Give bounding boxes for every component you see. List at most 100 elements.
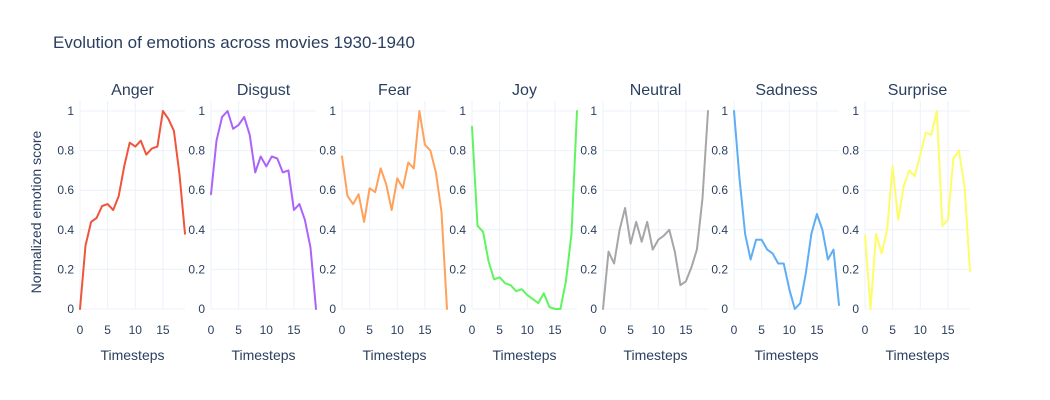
x-tick-label: 5	[889, 323, 896, 337]
x-tick-label: 10	[260, 323, 274, 337]
y-tick-label: 0.6	[188, 183, 205, 197]
y-tick-label: 0.8	[580, 144, 597, 158]
series-line-surprise	[864, 110, 971, 310]
y-tick-label: 0.8	[842, 144, 859, 158]
panel-title: Disgust	[237, 82, 291, 99]
y-tick-label: 0.4	[319, 223, 336, 237]
x-axis-title: Timesteps	[492, 347, 556, 363]
x-tick-label: 10	[783, 323, 797, 337]
y-tick-label: 1	[852, 104, 859, 118]
x-tick-label: 5	[104, 323, 111, 337]
x-tick-label: 15	[548, 323, 562, 337]
y-tick-label: 0.8	[711, 144, 728, 158]
y-tick-label: 0	[590, 302, 597, 316]
y-tick-label: 0.4	[711, 223, 728, 237]
y-tick-label: 0.2	[580, 262, 597, 276]
x-tick-label: 5	[496, 323, 503, 337]
y-tick-label: 0	[459, 302, 466, 316]
x-axis-title: Timesteps	[100, 347, 164, 363]
x-tick-label: 0	[208, 323, 215, 337]
x-axis-title: Timesteps	[754, 347, 818, 363]
x-tick-label: 15	[156, 323, 170, 337]
x-axis-title: Timesteps	[231, 347, 295, 363]
y-tick-label: 0	[198, 302, 205, 316]
y-tick-label: 0.6	[57, 183, 74, 197]
series-line-disgust	[210, 110, 317, 310]
y-tick-label: 1	[459, 104, 466, 118]
x-tick-label: 10	[129, 323, 143, 337]
y-axis-title: Normalized emotion score	[28, 130, 44, 293]
y-tick-label: 1	[329, 104, 336, 118]
panel-title: Surprise	[888, 82, 948, 99]
x-axis-title: Timesteps	[623, 347, 687, 363]
y-tick-label: 1	[198, 104, 205, 118]
y-tick-label: 0	[721, 302, 728, 316]
x-axis-title: Timesteps	[885, 347, 949, 363]
y-tick-label: 1	[67, 104, 74, 118]
x-tick-label: 0	[862, 323, 869, 337]
panel-title: Anger	[111, 82, 154, 99]
series-line-neutral	[602, 110, 709, 310]
y-tick-label: 0.6	[842, 183, 859, 197]
series-line-fear	[341, 110, 448, 310]
x-tick-label: 15	[679, 323, 693, 337]
y-tick-label: 0.4	[842, 223, 859, 237]
y-tick-label: 0.2	[449, 262, 466, 276]
y-tick-label: 0.2	[57, 262, 74, 276]
x-tick-label: 10	[521, 323, 535, 337]
x-axis-title: Timesteps	[362, 347, 426, 363]
y-tick-label: 0.4	[449, 223, 466, 237]
y-tick-label: 1	[590, 104, 597, 118]
x-tick-label: 5	[627, 323, 634, 337]
x-tick-label: 15	[941, 323, 955, 337]
y-tick-label: 0	[852, 302, 859, 316]
x-tick-label: 5	[758, 323, 765, 337]
y-tick-label: 0.8	[57, 144, 74, 158]
y-tick-label: 0.8	[449, 144, 466, 158]
x-tick-label: 0	[731, 323, 738, 337]
y-tick-label: 0.4	[188, 223, 205, 237]
y-tick-label: 0.2	[188, 262, 205, 276]
panel-title: Neutral	[630, 82, 682, 99]
x-tick-label: 5	[235, 323, 242, 337]
x-tick-label: 10	[391, 323, 405, 337]
series-line-joy	[471, 110, 578, 310]
y-tick-label: 0.2	[842, 262, 859, 276]
chart-title: Evolution of emotions across movies 1930…	[53, 33, 415, 52]
panel-title: Fear	[378, 82, 412, 99]
x-tick-label: 0	[77, 323, 84, 337]
series-line-anger	[79, 110, 186, 310]
y-tick-label: 0.2	[711, 262, 728, 276]
x-tick-label: 0	[339, 323, 346, 337]
y-tick-label: 0.4	[57, 223, 74, 237]
series-line-sadness	[733, 110, 840, 310]
y-tick-label: 1	[721, 104, 728, 118]
y-tick-label: 0.6	[580, 183, 597, 197]
x-tick-label: 15	[810, 323, 824, 337]
y-tick-label: 0.6	[319, 183, 336, 197]
x-tick-label: 10	[652, 323, 666, 337]
y-tick-label: 0.4	[580, 223, 597, 237]
x-tick-label: 5	[366, 323, 373, 337]
x-tick-label: 10	[914, 323, 928, 337]
y-tick-label: 0.2	[319, 262, 336, 276]
y-tick-label: 0	[67, 302, 74, 316]
y-tick-label: 0	[329, 302, 336, 316]
x-tick-label: 15	[287, 323, 301, 337]
y-tick-label: 0.8	[319, 144, 336, 158]
x-tick-label: 0	[469, 323, 476, 337]
x-tick-label: 15	[418, 323, 432, 337]
y-tick-label: 0.6	[711, 183, 728, 197]
panel-title: Sadness	[755, 82, 817, 99]
y-tick-label: 0.6	[449, 183, 466, 197]
x-tick-label: 0	[600, 323, 607, 337]
y-tick-label: 0.8	[188, 144, 205, 158]
